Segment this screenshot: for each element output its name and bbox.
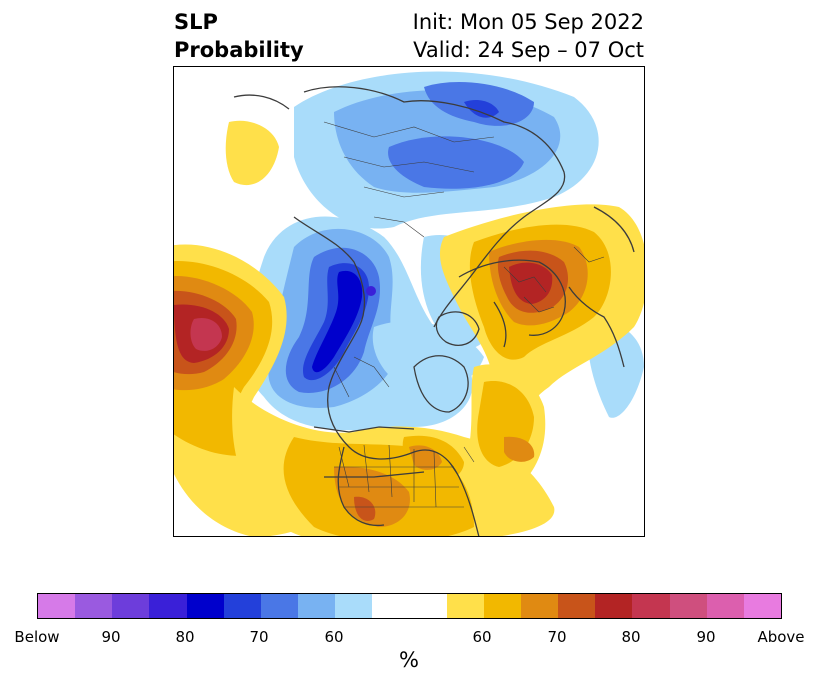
colorbar-unit-label: %: [399, 648, 419, 672]
chart-title-left: SLP Probability: [174, 8, 304, 64]
map-svg: [174, 67, 644, 536]
colorbar: [37, 593, 782, 619]
yellow-anomaly-north-atlantic: [225, 120, 644, 490]
colorbar-segment: [558, 594, 596, 618]
political-borders: [323, 121, 605, 508]
colorbar-tick-label: Below: [14, 628, 60, 646]
colorbar-segment: [446, 594, 484, 618]
colorbar-segment: [706, 594, 744, 618]
colorbar-segment: [669, 594, 707, 618]
title-slp: SLP: [174, 10, 218, 34]
colorbar-segment: [260, 594, 299, 618]
blue-anomaly-northern-russia: [294, 71, 599, 229]
colorbar-segment: [149, 594, 187, 618]
colorbar-tick-label: 60: [324, 628, 344, 646]
orange-anomaly-us-south: [232, 387, 555, 536]
colorbar-segment: [112, 594, 150, 618]
colorbar-tick-label: Above: [757, 628, 805, 646]
title-probability: Probability: [174, 38, 304, 62]
colorbar-tick-label: 90: [696, 628, 716, 646]
colorbar-tick-label: 80: [175, 628, 195, 646]
red-anomaly-north-pacific: [174, 244, 374, 536]
init-date-label: Init: Mon 05 Sep 2022: [412, 10, 644, 34]
colorbar-segment: [298, 594, 336, 618]
chart-title-right: Init: Mon 05 Sep 2022 Valid: 24 Sep – 07…: [413, 8, 644, 64]
colorbar-segment: [521, 594, 559, 618]
colorbar-tick-label: 90: [101, 628, 121, 646]
colorbar-segment: [483, 594, 522, 618]
colorbar-tick-label: 70: [547, 628, 567, 646]
colorbar-segment: [335, 594, 373, 618]
colorbar-tick-label: 80: [621, 628, 641, 646]
valid-range-label: Valid: 24 Sep – 07 Oct: [413, 38, 644, 62]
colorbar-segment: [632, 594, 670, 618]
colorbar-segment: [75, 594, 113, 618]
colorbar-segment: [372, 594, 447, 618]
colorbar-segment: [743, 594, 782, 618]
colorbar-segment: [38, 594, 76, 618]
map-panel: [173, 66, 645, 537]
colorbar-tick-label: 70: [249, 628, 269, 646]
colorbar-tick-label: 60: [472, 628, 492, 646]
colorbar-segment: [223, 594, 261, 618]
colorbar-segment: [186, 594, 224, 618]
colorbar-segment: [595, 594, 633, 618]
